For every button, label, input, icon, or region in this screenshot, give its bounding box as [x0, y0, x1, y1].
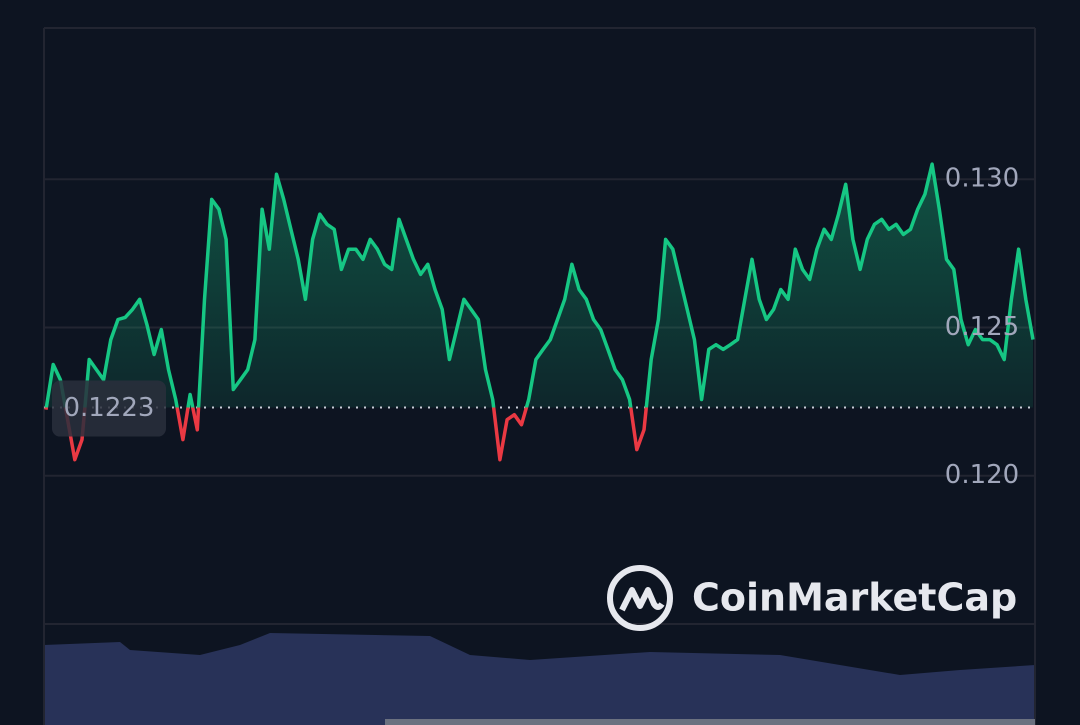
- price-line: [44, 162, 1035, 408]
- y-tick-label: 0.125: [945, 312, 1019, 342]
- scrollbar: [385, 719, 1035, 725]
- volume-area: [44, 633, 1035, 725]
- watermark: CoinMarketCap: [692, 576, 1017, 620]
- baseline-label-box: [52, 380, 166, 437]
- y-tick-label: 0.120: [945, 460, 1019, 490]
- plot-area: 0.120 0.125 0.130 0.1223: [44, 162, 1035, 490]
- area-fill: [46, 164, 1033, 408]
- watermark-logo: [607, 565, 673, 631]
- baseline-label: 0.1223: [64, 393, 155, 423]
- y-tick-label: 0.130: [945, 164, 1019, 194]
